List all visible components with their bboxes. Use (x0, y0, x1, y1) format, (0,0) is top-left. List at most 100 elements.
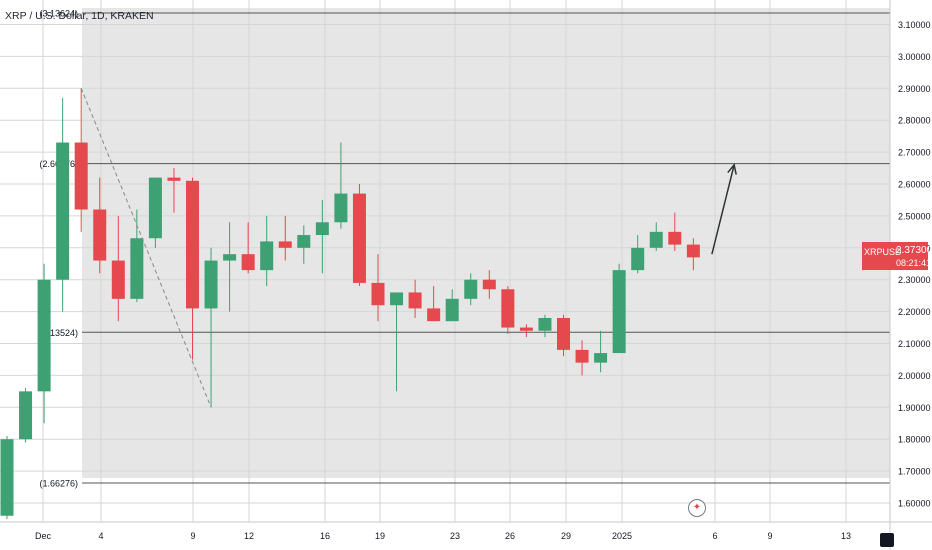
date-tick-label: 2025 (612, 531, 632, 541)
candle[interactable] (464, 273, 478, 306)
candle-body[interactable] (612, 270, 626, 354)
candle[interactable] (594, 330, 608, 373)
candle-body[interactable] (390, 292, 404, 306)
date-tick-label: 23 (450, 531, 460, 541)
candle-body[interactable] (538, 317, 552, 331)
candle-body[interactable] (111, 260, 125, 299)
candle-body[interactable] (241, 254, 255, 271)
projection-arrow-line[interactable] (711, 164, 735, 255)
candle[interactable] (575, 340, 589, 376)
price-tick-label: 1.90000 (898, 403, 931, 413)
date-tick-label: 4 (98, 531, 103, 541)
candle-body[interactable] (186, 180, 199, 309)
candle[interactable] (612, 263, 626, 354)
date-tick-label: 9 (767, 531, 772, 541)
candle[interactable] (352, 184, 366, 287)
candle[interactable] (668, 212, 682, 251)
candle[interactable] (390, 292, 404, 392)
candle-body[interactable] (501, 289, 515, 328)
candle[interactable] (0, 436, 14, 519)
candle[interactable] (37, 263, 51, 424)
candle-body[interactable] (408, 292, 422, 309)
candle-body[interactable] (19, 391, 33, 440)
candle[interactable] (167, 168, 181, 213)
candle[interactable] (297, 225, 311, 264)
price-tick-label: 2.90000 (898, 84, 931, 94)
candle[interactable] (557, 314, 570, 357)
candle-body[interactable] (482, 279, 496, 290)
candle[interactable] (501, 286, 515, 334)
candle[interactable] (111, 215, 125, 322)
candle-body[interactable] (575, 349, 589, 363)
candle-body[interactable] (371, 282, 385, 306)
candle[interactable] (482, 270, 496, 299)
candle-body[interactable] (352, 193, 366, 283)
candle-body[interactable] (167, 177, 181, 181)
candle[interactable] (278, 215, 292, 261)
price-tick-label: 3.10000 (898, 20, 931, 30)
candle-body[interactable] (37, 279, 51, 392)
candle-body[interactable] (427, 308, 441, 322)
candle[interactable] (445, 289, 459, 322)
candle-body[interactable] (297, 235, 311, 248)
price-tick-label: 1.60000 (898, 499, 931, 509)
candle-body[interactable] (56, 142, 70, 280)
candle[interactable] (686, 238, 700, 271)
level-label: (3.13624) (39, 8, 78, 18)
projection-arrow-head (727, 163, 737, 175)
scroll-to-realtime-button[interactable] (880, 533, 894, 547)
candle-body[interactable] (0, 439, 14, 516)
trend-line-dashed[interactable] (80, 88, 212, 408)
candle[interactable] (538, 314, 552, 338)
candle[interactable] (408, 279, 422, 318)
candle-body[interactable] (557, 317, 570, 350)
candle-body[interactable] (631, 247, 645, 271)
candle[interactable] (260, 215, 274, 287)
candle[interactable] (519, 324, 533, 338)
price-tick-label: 2.70000 (898, 148, 931, 158)
candle-body[interactable] (204, 260, 218, 309)
level-label: (1.66276) (39, 478, 78, 488)
candle-body[interactable] (649, 231, 663, 248)
diamond-star-icon[interactable]: ✦ (688, 499, 706, 517)
candle-body[interactable] (93, 209, 107, 261)
candle-body[interactable] (519, 327, 533, 331)
candle[interactable] (631, 235, 645, 274)
candle-body[interactable] (74, 142, 88, 210)
candle-body[interactable] (148, 177, 162, 239)
candle-body[interactable] (464, 279, 478, 299)
candle-body[interactable] (130, 238, 144, 299)
last-price-badge: XRPUSD 2.37300 08:21:41 (862, 242, 932, 270)
candle[interactable] (649, 222, 663, 251)
candle-body[interactable] (315, 222, 329, 236)
candle[interactable] (371, 254, 385, 322)
price-tick-label: 1.70000 (898, 467, 931, 477)
candle[interactable] (334, 142, 348, 229)
candle-body[interactable] (260, 241, 274, 271)
candle-body[interactable] (686, 244, 700, 258)
candle-body[interactable] (668, 231, 682, 245)
range-zone (82, 8, 890, 478)
candle[interactable] (241, 222, 255, 274)
candle-body[interactable] (278, 241, 292, 248)
candle-body[interactable] (223, 254, 237, 261)
candle-body[interactable] (334, 193, 348, 223)
price-tick-label: 2.10000 (898, 339, 931, 349)
candle[interactable] (315, 199, 329, 274)
date-tick-label: 12 (244, 531, 254, 541)
candle-body[interactable] (445, 298, 459, 322)
candle[interactable] (148, 177, 162, 248)
candle[interactable] (427, 286, 441, 322)
candle[interactable] (56, 97, 70, 312)
candle[interactable] (93, 177, 107, 274)
candle[interactable] (19, 388, 33, 443)
candle[interactable] (204, 247, 218, 408)
date-tick-label: 29 (561, 531, 571, 541)
candle-body[interactable] (594, 353, 608, 363)
candle[interactable] (74, 88, 88, 232)
candle[interactable] (186, 177, 199, 360)
date-tick-label: 16 (320, 531, 330, 541)
candle[interactable] (223, 222, 237, 312)
